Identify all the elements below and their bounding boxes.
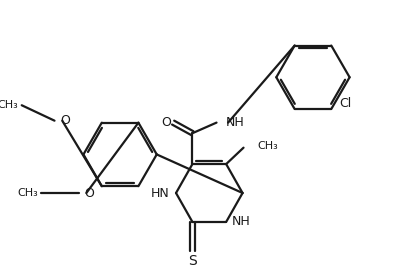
Text: CH₃: CH₃ — [257, 141, 278, 151]
Text: CH₃: CH₃ — [17, 188, 38, 198]
Text: Cl: Cl — [339, 97, 351, 110]
Text: S: S — [188, 254, 197, 267]
Text: NH: NH — [232, 215, 251, 229]
Text: CH₃: CH₃ — [0, 100, 18, 110]
Text: NH: NH — [226, 116, 245, 129]
Text: O: O — [162, 116, 171, 129]
Text: O: O — [60, 114, 70, 127]
Text: HN: HN — [151, 187, 170, 200]
Text: O: O — [84, 187, 94, 200]
